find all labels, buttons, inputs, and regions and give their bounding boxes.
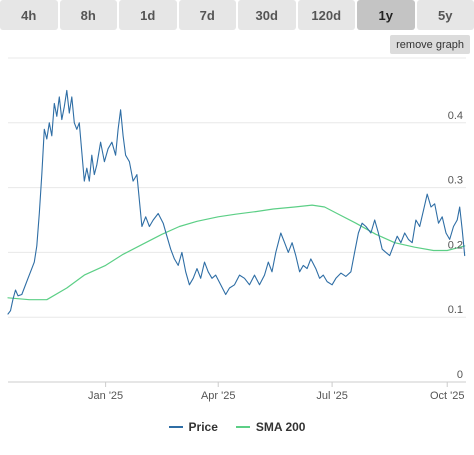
x-tick-label: Apr '25 xyxy=(201,390,236,402)
legend-item-price[interactable]: Price xyxy=(168,420,218,434)
price-legend-swatch xyxy=(168,426,183,428)
remove-graph-button[interactable]: remove graph xyxy=(390,35,470,54)
tab-30d[interactable]: 30d xyxy=(238,0,296,30)
legend: Price SMA 200 xyxy=(0,420,474,434)
sma-200-series xyxy=(7,204,466,301)
grid-lines xyxy=(8,57,466,318)
range-tabs: 4h 8h 1d 7d 30d 120d 1y 5y xyxy=(0,0,474,30)
tab-5y[interactable]: 5y xyxy=(416,0,474,30)
sma-200-line xyxy=(7,204,466,301)
tab-4h[interactable]: 4h xyxy=(0,0,58,30)
y-tick-label: 0.1 xyxy=(448,304,463,316)
tab-120d[interactable]: 120d xyxy=(297,0,355,30)
x-axis: Jan '25 Apr '25 Jul '25 Oct '25 xyxy=(8,381,466,402)
y-tick-label: 0.2 xyxy=(448,239,463,251)
legend-label-sma-200: SMA 200 xyxy=(255,420,306,434)
tab-1d[interactable]: 1d xyxy=(119,0,177,30)
tab-1y[interactable]: 1y xyxy=(357,0,415,30)
sma-200-legend-swatch xyxy=(235,426,250,428)
y-tick-label: 0 xyxy=(457,369,463,381)
price-line xyxy=(7,89,466,315)
legend-label-price: Price xyxy=(188,420,218,434)
price-series xyxy=(7,89,466,315)
x-tick-label: Jul '25 xyxy=(316,390,347,402)
legend-item-sma-200[interactable]: SMA 200 xyxy=(235,420,306,434)
y-tick-label: 0.4 xyxy=(448,110,463,122)
x-tick-label: Jan '25 xyxy=(88,390,123,402)
x-tick-label: Oct '25 xyxy=(430,390,465,402)
y-tick-label: 0.3 xyxy=(448,175,463,187)
tab-7d[interactable]: 7d xyxy=(178,0,236,30)
tab-8h[interactable]: 8h xyxy=(59,0,117,30)
y-axis-labels: 0 0.1 0.2 0.3 0.4 xyxy=(448,110,463,381)
